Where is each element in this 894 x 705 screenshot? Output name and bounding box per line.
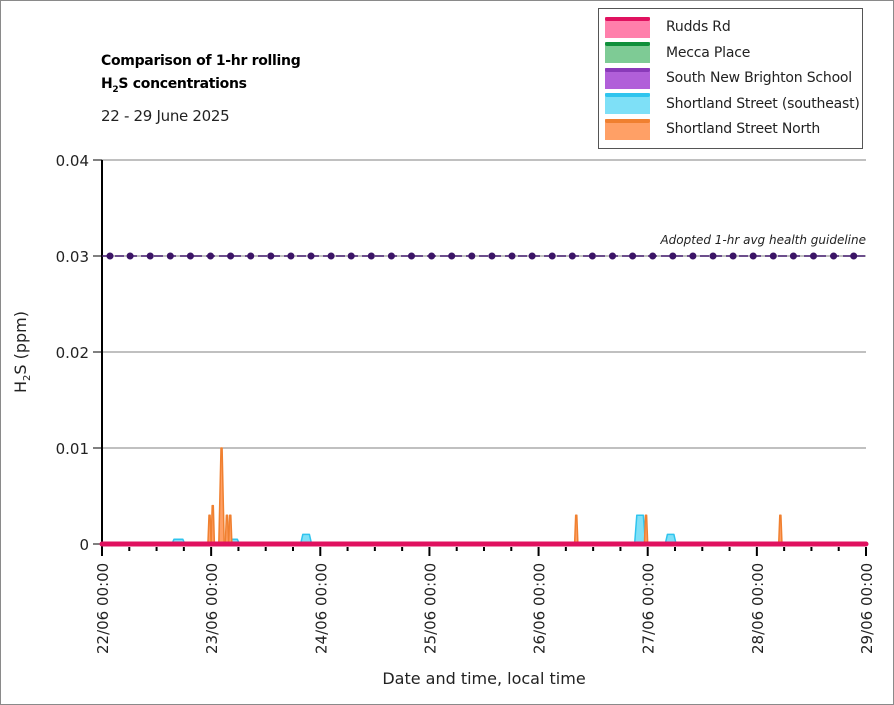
guideline-marker [146, 252, 154, 260]
guideline-marker [166, 252, 174, 260]
x-tick-label-6: 28/06 00:00 [749, 563, 767, 654]
title-h: H [101, 76, 113, 92]
guideline-marker [609, 252, 616, 260]
x-axis: 22/06 00:00 23/06 00:00 24/06 00:00 25/06 0… [94, 547, 876, 654]
guideline-marker [749, 252, 757, 260]
chart-title-line1: Comparison of 1-hr rolling [101, 53, 301, 69]
legend-item-shortland-street-north: Shortland Street North [605, 117, 820, 141]
legend-swatch [605, 67, 650, 89]
x-tick-label-1: 23/06 00:00 [203, 563, 221, 654]
guideline-marker [789, 252, 797, 260]
legend: Rudds Rd Mecca Place South New Brighton Sc… [598, 8, 863, 149]
guideline-marker [247, 252, 255, 260]
legend-swatch [605, 118, 650, 140]
guideline-marker [488, 252, 496, 260]
data-series [99, 447, 869, 547]
series-peak-shortland-street-north [573, 514, 579, 545]
guideline-marker [568, 252, 576, 260]
legend-item-south-new-brighton-school: South New Brighton School [605, 66, 852, 90]
x-axis-label: Date and time, local time [382, 669, 585, 688]
y-tick-label-2: 0.02 [56, 344, 89, 362]
chart-subtitle: 22 - 29 June 2025 [101, 107, 230, 125]
y-tick-label-4: 0.04 [56, 152, 89, 170]
legend-label: Shortland Street (southeast) [666, 95, 860, 112]
guideline-marker [327, 252, 335, 260]
chart-title: Comparison of 1-hr rolling H2S concentra… [101, 50, 301, 102]
y-tick-label-3: 0.03 [56, 248, 89, 266]
legend-label: Rudds Rd [666, 19, 731, 35]
guideline-marker [207, 252, 214, 260]
guideline-marker [287, 252, 295, 260]
series-peak-shortland-street-north [210, 504, 216, 545]
title-subscript: 2 [112, 84, 119, 95]
guideline-label: Adopted 1-hr avg health guideline [659, 233, 866, 247]
legend-item-rudds-rd: Rudds Rd [605, 15, 731, 39]
legend-item-mecca-place: Mecca Place [605, 41, 750, 65]
series-peak-shortland-street-north [777, 514, 783, 545]
guideline-marker [528, 252, 536, 260]
guideline-marker [367, 252, 375, 260]
guideline-marker [186, 252, 194, 260]
y-axis-label-rest: S (ppm) [11, 311, 30, 375]
guideline-marker [810, 252, 817, 260]
legend-swatch [605, 16, 650, 38]
guideline-marker [227, 252, 235, 260]
legend-label: Shortland Street North [666, 121, 820, 137]
guideline-marker [629, 252, 637, 260]
gridlines [102, 159, 866, 449]
guideline-marker [769, 252, 777, 260]
guideline-marker [669, 252, 677, 260]
guideline-marker [347, 252, 355, 260]
series-peak-shortland-street-north [218, 447, 225, 545]
series-peak-shortland-street-north [227, 514, 233, 545]
x-tick-label-5: 27/06 00:00 [640, 563, 658, 654]
guideline-marker [428, 252, 436, 260]
guideline-marker [126, 252, 134, 260]
guideline-marker [689, 252, 697, 260]
guideline-marker [468, 252, 476, 260]
legend-item-shortland-street-southeast-: Shortland Street (southeast) [605, 92, 860, 116]
guideline-marker [729, 252, 737, 260]
guideline-marker [106, 252, 114, 260]
legend-label: South New Brighton School [666, 70, 852, 86]
guideline-marker [267, 252, 275, 260]
x-tick-label-2: 24/06 00:00 [312, 563, 330, 654]
guideline-marker [387, 252, 395, 260]
x-tick-label-7: 29/06 00:00 [858, 563, 876, 654]
guideline-marker [830, 252, 838, 260]
x-tick-label-4: 26/06 00:00 [531, 563, 549, 654]
y-axis-label: H2S (ppm) [11, 311, 33, 393]
legend-swatch [605, 93, 650, 114]
title-rest: S concentrations [118, 76, 247, 92]
guideline-marker [508, 252, 516, 260]
guideline-marker [709, 252, 717, 260]
y-tick-label-1: 0.01 [56, 440, 89, 458]
x-tick-label-3: 25/06 00:00 [421, 563, 439, 654]
guideline-marker [588, 252, 596, 260]
legend-swatch [605, 42, 650, 63]
chart-title-line2: H2S concentrations [101, 73, 300, 102]
y-axis-label-h: H [11, 381, 30, 393]
x-tick-label-0: 22/06 00:00 [94, 563, 112, 654]
y-tick-label-0: 0 [79, 536, 89, 554]
guideline-marker [649, 252, 657, 260]
guideline-marker [408, 252, 415, 260]
series-peak-shortland-street-north [643, 514, 649, 545]
guideline-marker [850, 252, 858, 260]
guideline-marker [307, 252, 315, 260]
y-axis-label-sub: 2 [22, 375, 33, 381]
legend-label: Mecca Place [666, 44, 751, 61]
y-axis-ticks: 0 0.01 0.02 0.03 0.04 [56, 152, 103, 554]
guideline-marker [548, 252, 556, 260]
guideline-series [102, 252, 866, 260]
guideline-marker [448, 252, 456, 260]
